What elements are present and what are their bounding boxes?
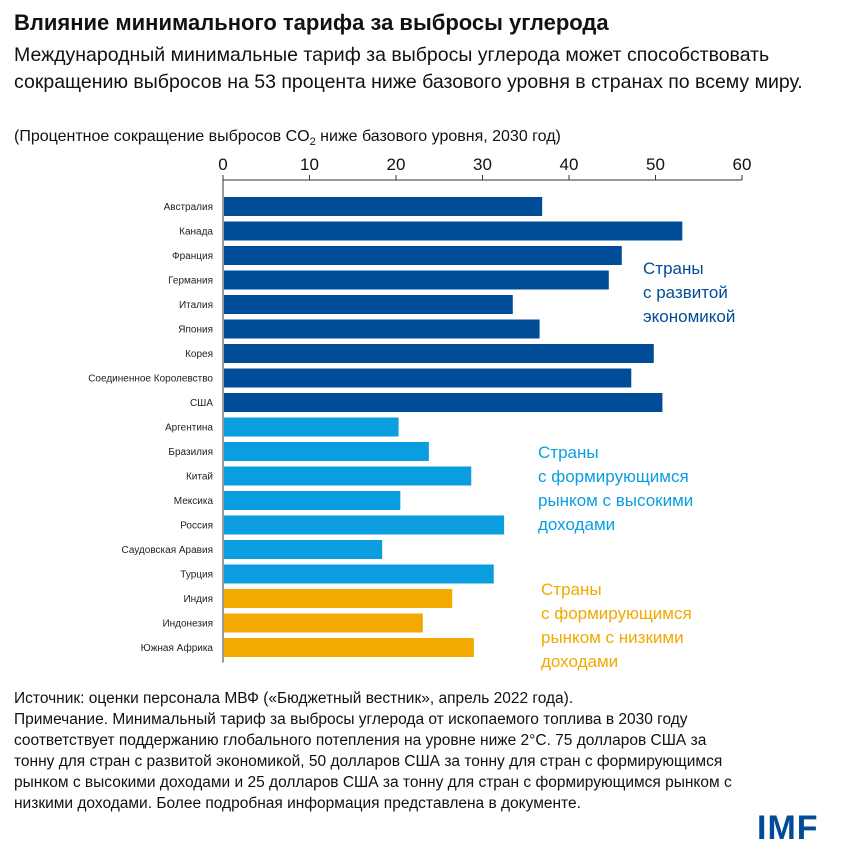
chart-subtitle: Международный минимальные тариф за выбро… [14, 44, 803, 93]
group-label-line: рынком с низкими [541, 628, 684, 647]
category-label: Италия [179, 300, 213, 311]
chart-title: Влияние минимального тарифа за выбросы у… [14, 10, 609, 35]
group-label-advanced: Страны с развитой экономикой [643, 257, 735, 329]
group-label-line: рынком с высокими [538, 491, 694, 510]
category-label: Мексика [174, 496, 214, 507]
bar [224, 197, 543, 216]
bar [224, 368, 632, 388]
unit-label: (Процентное сокращение выбросов CO2 ниже… [14, 128, 561, 148]
category-label: Россия [180, 521, 213, 532]
bar [224, 638, 474, 657]
unit-prefix: (Процентное сокращение выбросов CO [14, 128, 310, 145]
category-label: Аргентина [165, 423, 213, 434]
bar-chart: 0 10 20 30 40 50 60 Австралия Канада Франция Герма… [88, 155, 752, 663]
category-label: Южная Африка [141, 642, 214, 654]
category-label: Австралия [164, 202, 213, 213]
bar [224, 589, 453, 608]
x-tick-label: 30 [473, 155, 492, 174]
bar [224, 442, 429, 461]
x-tick-label: 40 [560, 155, 579, 174]
bar [224, 295, 513, 314]
bar [224, 319, 540, 339]
category-label: США [190, 398, 213, 409]
group-label-line: экономикой [643, 307, 736, 326]
bar [224, 466, 472, 486]
bar [224, 613, 423, 633]
group-label-line: Страны [643, 259, 704, 278]
bar [224, 246, 622, 265]
bar [224, 515, 505, 535]
bar [224, 393, 663, 412]
category-label: Индия [183, 594, 213, 605]
bar [224, 540, 383, 559]
category-label: Китай [186, 472, 213, 483]
x-tick-label: 60 [733, 155, 752, 174]
category-label: Канада [179, 227, 213, 238]
category-label: Саудовская Аравия [121, 545, 213, 556]
group-label-line: доходами [541, 652, 619, 671]
group-label-line: Страны [538, 443, 599, 462]
category-label: Индонезия [162, 619, 213, 630]
group-label-line: с формирующимся [541, 604, 692, 623]
bar [224, 417, 399, 437]
imf-logo: IMF [757, 809, 819, 847]
x-tick-label: 10 [300, 155, 319, 174]
unit-sub: 2 [309, 136, 316, 149]
bar [224, 221, 683, 241]
group-label-em-low: Страны с формирующимся рынком с низкими дох… [541, 578, 692, 674]
group-label-line: с развитой [643, 283, 728, 302]
group-label-line: Страны [541, 580, 602, 599]
category-label: Турция [180, 570, 213, 581]
category-label: Соединенное Королевство [88, 374, 213, 385]
group-label-em-high: Страны с формирующимся рынком с высокими до… [538, 441, 693, 537]
note-text: Примечание. Минимальный тариф за выбросы… [14, 711, 732, 812]
category-label: Франция [172, 251, 213, 262]
bar [224, 344, 654, 363]
x-tick-label: 50 [646, 155, 665, 174]
unit-suffix: ниже базового уровня, 2030 год) [315, 128, 561, 145]
source-text: Источник: оценки персонала МВФ («Бюджетн… [14, 690, 574, 707]
group-label-line: с формирующимся [538, 467, 689, 486]
x-tick-label: 0 [218, 155, 227, 174]
group-label-line: доходами [538, 515, 616, 534]
category-label: Япония [178, 325, 213, 336]
source-note: Источник: оценки персонала МВФ («Бюджетн… [14, 688, 744, 814]
bar [224, 564, 494, 584]
category-label: Бразилия [168, 447, 213, 458]
bar [224, 491, 401, 510]
x-tick-label: 20 [387, 155, 406, 174]
category-label: Корея [185, 349, 213, 360]
category-label: Германия [168, 276, 213, 287]
bar [224, 270, 609, 290]
